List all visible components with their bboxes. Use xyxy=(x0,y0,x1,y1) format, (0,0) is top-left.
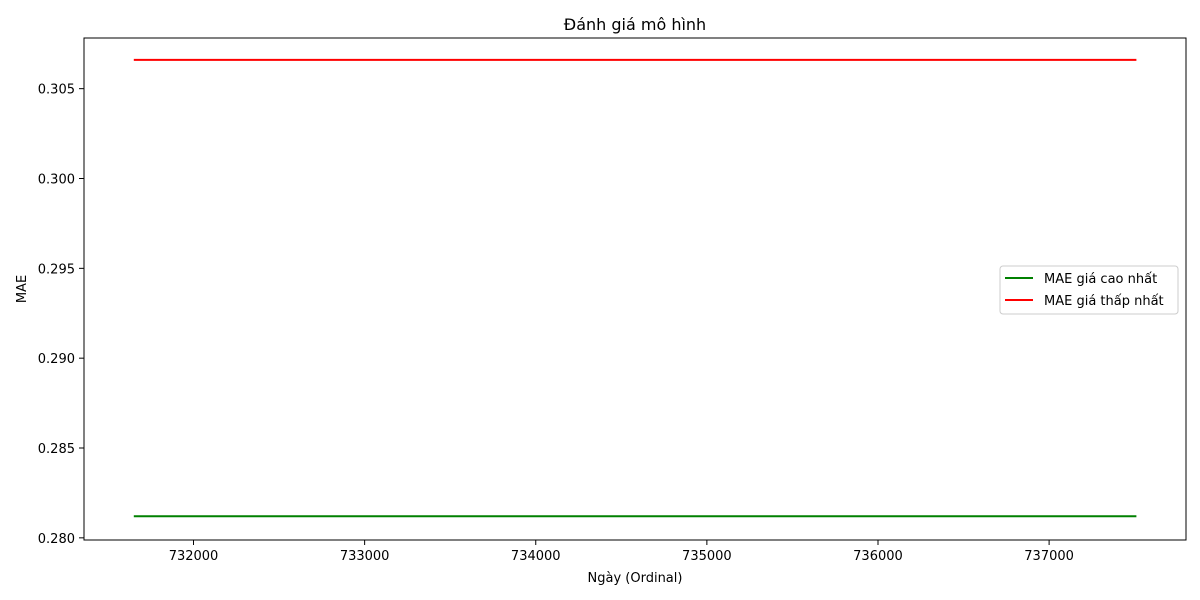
legend-label-1: MAE giá thấp nhất xyxy=(1044,294,1164,309)
legend-label-0: MAE giá cao nhất xyxy=(1044,272,1157,287)
chart-title: Đánh giá mô hình xyxy=(564,15,706,34)
y-tick-label: 0.295 xyxy=(38,262,75,277)
x-axis-label: Ngày (Ordinal) xyxy=(588,571,683,586)
y-tick-label: 0.285 xyxy=(38,442,75,457)
legend-box xyxy=(999,265,1179,315)
plot-frame xyxy=(83,37,1187,541)
legend: MAE giá cao nhất MAE giá thấp nhất xyxy=(999,265,1179,315)
x-tick-label: 733000 xyxy=(340,549,390,564)
x-tick-label: 734000 xyxy=(511,549,561,564)
x-axis-ticks: 732000 733000 734000 735000 736000 737000 xyxy=(169,540,1074,564)
x-tick-label: 732000 xyxy=(169,549,219,564)
series-layer xyxy=(133,58,1137,518)
x-tick-label: 735000 xyxy=(682,549,732,564)
x-tick-label: 736000 xyxy=(853,549,903,564)
y-tick-label: 0.290 xyxy=(38,352,75,367)
y-tick-label: 0.305 xyxy=(38,83,75,98)
y-axis-ticks: 0.280 0.285 0.290 0.295 0.300 0.305 xyxy=(38,83,84,547)
x-tick-label: 737000 xyxy=(1024,549,1074,564)
y-tick-label: 0.300 xyxy=(38,173,75,188)
y-tick-label: 0.280 xyxy=(38,532,75,547)
y-axis-label: MAE xyxy=(15,275,30,303)
